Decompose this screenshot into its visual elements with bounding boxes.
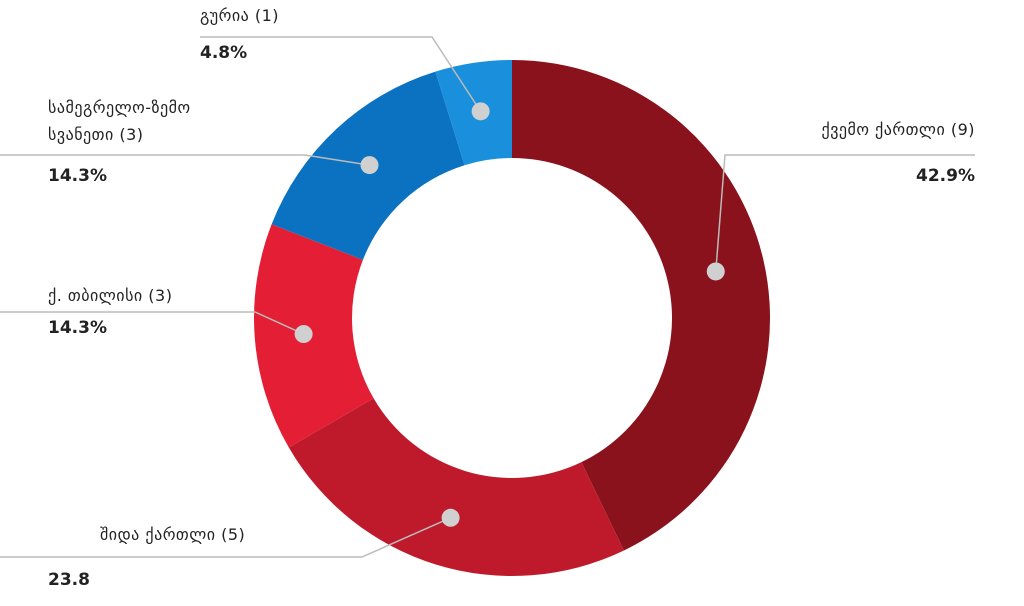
leader-line — [0, 517, 451, 558]
marker-dot — [471, 102, 490, 121]
marker-dot — [294, 325, 313, 344]
value-label: 42.9% — [916, 166, 975, 186]
donut-slice — [288, 398, 624, 576]
slice-label: ქ. თბილისი (3) — [48, 286, 173, 305]
leader-line — [0, 311, 304, 335]
leader-line — [0, 154, 370, 166]
slice-label: გურია (1) — [200, 6, 280, 25]
value-label: 23.8 — [48, 570, 90, 590]
slice-label: ქვემო ქართლი (9) — [821, 120, 975, 139]
marker-dot — [706, 262, 725, 281]
donut-slice — [254, 224, 374, 448]
slice-label: სამეგრელო-ზემო სვანეთი (3) — [48, 98, 191, 144]
value-label: 4.8% — [200, 43, 248, 63]
donut-slice — [512, 60, 770, 551]
value-label: 14.3% — [48, 318, 107, 338]
value-label: 14.3% — [48, 166, 107, 186]
leader-line — [715, 154, 975, 272]
leader-line — [200, 36, 482, 112]
slice-label: შიდა ქართლი (5) — [100, 525, 246, 544]
marker-dot — [441, 508, 460, 527]
marker-dot — [360, 156, 379, 175]
